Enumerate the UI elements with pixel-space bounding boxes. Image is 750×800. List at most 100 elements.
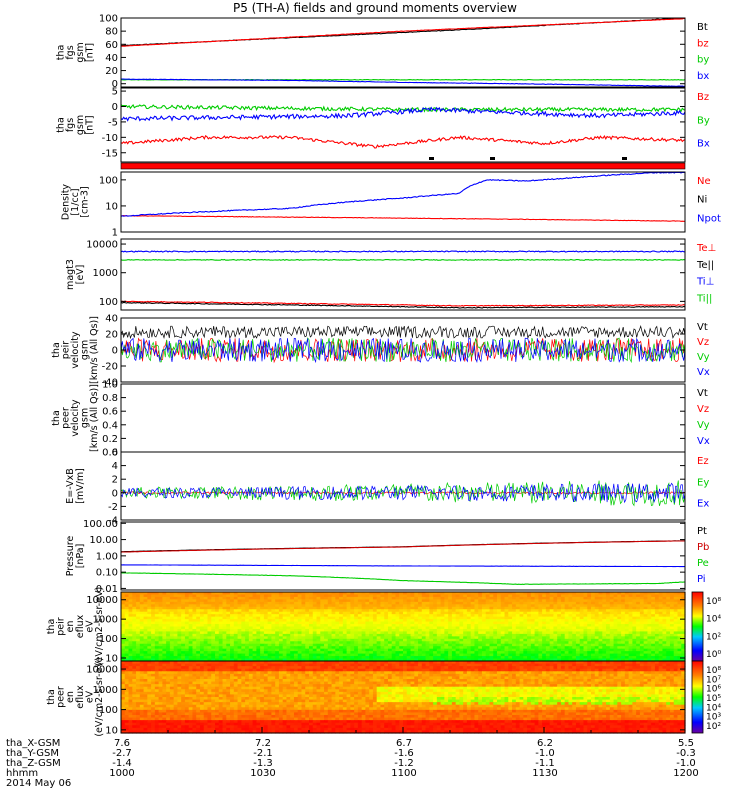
heatmap-cell — [324, 611, 329, 615]
heatmap-cell — [256, 636, 261, 640]
heatmap-cell — [297, 609, 303, 613]
heatmap-cell — [260, 604, 265, 608]
heatmap-cell — [230, 651, 235, 655]
heatmap-cell — [534, 638, 539, 642]
heatmap-cell — [403, 656, 408, 660]
heatmap-cell — [196, 621, 201, 625]
heatmap-cell — [143, 628, 148, 633]
heatmap-cell — [147, 604, 152, 608]
heatmap-cell — [658, 656, 664, 660]
heatmap-cell — [380, 666, 385, 670]
y-axis-label: thapeirenefluxeV(eV/cm2-s-sr-eV) — [46, 587, 105, 666]
heatmap-cell — [654, 614, 660, 618]
heatmap-cell — [639, 626, 645, 630]
heatmap-cell — [305, 636, 310, 640]
heatmap-cell — [485, 661, 491, 665]
heatmap-cell — [421, 661, 427, 665]
heatmap-cell — [602, 601, 607, 605]
heatmap-cell — [632, 614, 637, 618]
heatmap-cell — [399, 616, 404, 620]
heatmap-cell — [312, 631, 318, 635]
heatmap-cell — [136, 606, 141, 610]
heatmap-cell — [500, 636, 506, 640]
heatmap-cell — [124, 653, 130, 657]
heatmap-cell — [538, 666, 543, 670]
heatmap-cell — [440, 656, 445, 660]
heatmap-cell — [282, 661, 288, 665]
heatmap-cell — [553, 592, 558, 596]
heatmap-cell — [222, 658, 227, 662]
heatmap-cell — [538, 641, 543, 645]
heatmap-cell — [331, 611, 336, 615]
heatmap-cell — [215, 641, 220, 645]
panel-frame — [120, 521, 686, 591]
heatmap-cell — [451, 626, 457, 630]
heatmap-cell — [365, 609, 370, 613]
heatmap-cell — [560, 633, 566, 637]
heatmap-cell — [497, 624, 502, 628]
heatmap-cell — [466, 594, 472, 598]
heatmap-cell — [681, 653, 686, 657]
heatmap-cell — [421, 628, 427, 633]
heatmap-cell — [248, 611, 254, 615]
heatmap-cell — [662, 633, 667, 637]
heatmap-cell — [666, 596, 671, 600]
heatmap-cell — [515, 614, 521, 618]
heatmap-cell — [327, 594, 333, 598]
heatmap-cell — [598, 606, 603, 610]
heatmap-cell — [572, 628, 577, 633]
heatmap-cell — [568, 658, 573, 662]
heatmap-cell — [617, 624, 622, 628]
heatmap-cell — [560, 658, 566, 662]
heatmap-cell — [301, 651, 306, 655]
heatmap-cell — [587, 663, 592, 667]
heatmap-cell — [451, 606, 457, 610]
heatmap-cell — [538, 648, 543, 652]
heatmap-cell — [173, 648, 178, 652]
heatmap-cell — [203, 656, 209, 660]
heatmap-cell — [504, 646, 509, 650]
heatmap-cell — [181, 594, 186, 598]
heatmap-cell — [196, 626, 201, 630]
heatmap-cell — [139, 606, 145, 610]
heatmap-cell — [410, 663, 415, 667]
heatmap-cell — [557, 626, 562, 630]
heatmap-cell — [230, 638, 235, 642]
heatmap-cell — [497, 626, 502, 630]
heatmap-cell — [241, 648, 246, 652]
y-tick-label: 0.01 — [96, 584, 118, 595]
heatmap-cell — [478, 599, 483, 603]
heatmap-cell — [598, 616, 603, 620]
heatmap-cell — [651, 601, 656, 605]
heatmap-cell — [331, 601, 336, 605]
heatmap-cell — [594, 641, 600, 645]
heatmap-cell — [331, 628, 336, 633]
heatmap-cell — [357, 656, 363, 660]
heatmap-cell — [440, 611, 445, 615]
heatmap-cell — [534, 661, 539, 665]
heatmap-cell — [339, 631, 344, 635]
heatmap-cell — [199, 633, 205, 637]
heatmap-cell — [425, 668, 430, 672]
heatmap-cell — [199, 606, 205, 610]
y-axis-label-line: tha — [56, 117, 67, 133]
heatmap-cell — [154, 661, 160, 665]
heatmap-cell — [632, 641, 637, 645]
heatmap-cell — [395, 624, 400, 628]
heatmap-cell — [658, 609, 664, 613]
heatmap-cell — [177, 596, 182, 600]
heatmap-cell — [406, 626, 412, 630]
heatmap-cell — [151, 621, 156, 625]
heatmap-cell — [403, 611, 408, 615]
heatmap-cell — [466, 661, 472, 665]
heatmap-cell — [463, 604, 468, 608]
heatmap-cell — [519, 633, 524, 637]
heatmap-cell — [354, 666, 359, 670]
heatmap-cell — [500, 592, 506, 596]
heatmap-cell — [583, 636, 588, 640]
heatmap-cell — [575, 666, 581, 670]
heatmap-cell — [564, 624, 570, 628]
heatmap-cell — [184, 633, 190, 637]
heatmap-cell — [406, 592, 412, 596]
heatmap-cell — [440, 636, 445, 640]
